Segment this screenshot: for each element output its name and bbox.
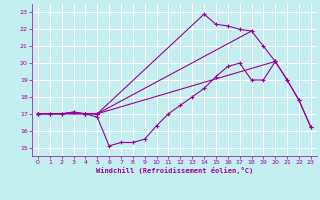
X-axis label: Windchill (Refroidissement éolien,°C): Windchill (Refroidissement éolien,°C) (96, 167, 253, 174)
